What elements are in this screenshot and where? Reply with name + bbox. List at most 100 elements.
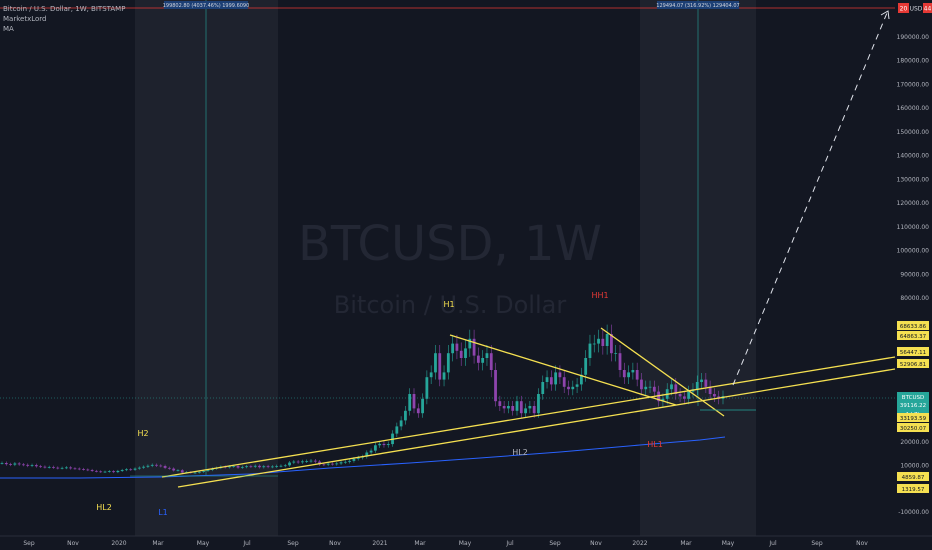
label-hl1: HL1 (647, 440, 663, 449)
date-range-shade-1 (135, 0, 278, 536)
candlestick-series (0, 324, 725, 474)
candle (86, 469, 90, 471)
trendline-lower[interactable] (177, 368, 896, 488)
candle (541, 382, 545, 394)
candle (601, 338, 605, 346)
time-tick-label: 2021 (372, 540, 387, 547)
candle (262, 466, 266, 468)
candle (571, 386, 575, 390)
candle (163, 466, 167, 468)
candle (554, 372, 558, 385)
time-tick-label: Jul (242, 540, 251, 547)
candle (60, 467, 64, 469)
candle (22, 464, 25, 466)
range-label-box-1 (164, 1, 248, 9)
candle (180, 470, 184, 473)
price-label-box (897, 484, 929, 493)
time-tick-label: Sep (23, 540, 35, 547)
candle (421, 398, 424, 414)
candle (107, 471, 111, 472)
candle (631, 370, 635, 373)
candle (446, 353, 450, 373)
candle (43, 466, 47, 468)
candle (412, 394, 416, 409)
candle (301, 461, 304, 463)
candle (198, 471, 201, 473)
candle (292, 461, 296, 463)
candle (146, 465, 150, 467)
projection-arrow[interactable] (732, 12, 888, 386)
price-axis[interactable]: 190000.00 180000.00 170000.00 160000.00 1500… (897, 34, 930, 516)
candle (494, 370, 497, 402)
candle (640, 379, 643, 390)
candle (339, 462, 343, 464)
candle (519, 401, 523, 414)
candle (26, 464, 30, 466)
candle (47, 466, 51, 468)
candle (498, 401, 502, 406)
trendline-resistance-2[interactable] (600, 327, 725, 417)
candle (652, 386, 656, 392)
price-label-box (897, 423, 929, 432)
price-label-box (897, 392, 929, 401)
trendline-upper[interactable] (161, 356, 896, 478)
candle (322, 464, 326, 466)
legend-author-line: MarketxLord (3, 15, 47, 23)
candle (240, 466, 244, 468)
candle (116, 470, 120, 473)
candle (464, 348, 467, 358)
candle (678, 394, 682, 397)
trendline-resistance-1[interactable] (449, 334, 677, 406)
candle (112, 471, 115, 473)
currency-label[interactable]: USD (910, 6, 923, 13)
time-tick-label: Jul (505, 540, 514, 547)
candle (622, 370, 626, 378)
legend-symbol-line: Bitcoin / U.S. Dollar, 1W, BITSTAMP (3, 5, 126, 13)
candle (275, 466, 279, 467)
candle (34, 465, 38, 467)
candle (17, 463, 21, 465)
candle (579, 374, 583, 385)
candle (614, 353, 618, 354)
candle (592, 343, 596, 345)
candle (283, 465, 287, 467)
candle (206, 470, 210, 471)
candle (700, 379, 703, 382)
candle (193, 472, 197, 474)
candle (605, 334, 609, 346)
candle (708, 386, 712, 394)
time-tick-label: 2020 (111, 540, 126, 547)
candle (575, 384, 579, 387)
candle (395, 426, 399, 434)
candle (373, 445, 377, 451)
candle (69, 467, 73, 469)
level-badge (898, 3, 909, 13)
time-tick-label: Sep (811, 540, 823, 547)
candle (562, 377, 566, 387)
label-h1: H1 (443, 300, 454, 309)
candle (309, 460, 313, 462)
candle (95, 470, 98, 472)
candle (258, 465, 261, 468)
price-label: 30250.07 (900, 426, 927, 432)
range-label-2: 129494.07 (316.92%) 129404.07 (656, 3, 739, 9)
candle (472, 338, 476, 356)
candle (232, 466, 236, 467)
candle (704, 379, 708, 387)
candle (468, 338, 472, 349)
price-tick-label: 90000.00 (900, 271, 929, 278)
candle (459, 350, 463, 358)
price-tick-label: 190000.00 (897, 34, 930, 41)
label-hl2-low: HL2 (96, 503, 112, 512)
candle (318, 461, 321, 465)
candle (399, 420, 403, 427)
price-tick-label: 170000.00 (897, 81, 930, 88)
candle (644, 386, 648, 390)
candle (296, 461, 300, 463)
price-label: 68633.86 (900, 324, 927, 330)
price-tick-label: 180000.00 (897, 58, 930, 65)
time-axis[interactable]: Sep Nov 2020 Mar May Jul Sep Nov 2021 Mar May Jul Se… (23, 540, 868, 547)
candle (249, 466, 253, 468)
time-tick-label: May (722, 540, 735, 547)
